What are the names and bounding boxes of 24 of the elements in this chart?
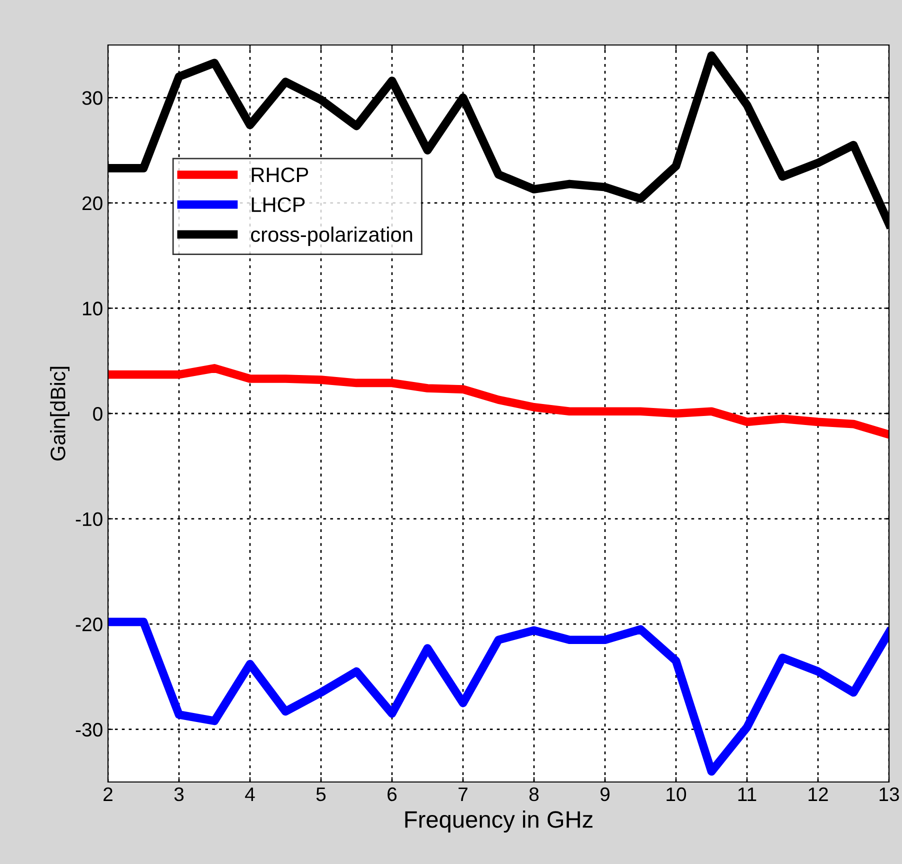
x-tick-label: 7 bbox=[458, 788, 468, 801]
x-tick-label: 6 bbox=[388, 787, 397, 802]
y-axis-title: Gain[dBic] bbox=[50, 366, 70, 461]
y-tick-label: 20 bbox=[82, 196, 102, 210]
y-tick-label: 0 bbox=[93, 406, 102, 421]
x-tick-label: 11 bbox=[738, 788, 756, 801]
y-tick-label: 30 bbox=[82, 91, 102, 105]
x-tick-label: 3 bbox=[174, 787, 184, 802]
x-tick-label: 13 bbox=[880, 787, 899, 802]
x-tick-label: 4 bbox=[245, 788, 255, 801]
x-tick-label: 5 bbox=[316, 788, 326, 802]
x-tick-label: 9 bbox=[600, 787, 610, 802]
x-tick-label: 12 bbox=[808, 787, 828, 801]
x-tick-label: 8 bbox=[529, 787, 539, 802]
y-tick-label: -30 bbox=[76, 722, 102, 737]
y-tick-label: -20 bbox=[76, 618, 102, 632]
legend-label: RHCP bbox=[252, 167, 308, 182]
legend-label: cross-polarization bbox=[251, 226, 412, 246]
y-tick-label: 10 bbox=[82, 302, 102, 316]
x-axis-title: Frequency in GHz bbox=[405, 810, 592, 833]
y-tick-label: -10 bbox=[76, 512, 102, 526]
x-tick-label: 2 bbox=[104, 787, 112, 801]
x-tick-label: 10 bbox=[666, 787, 686, 802]
legend-label: LHCP bbox=[252, 197, 305, 212]
